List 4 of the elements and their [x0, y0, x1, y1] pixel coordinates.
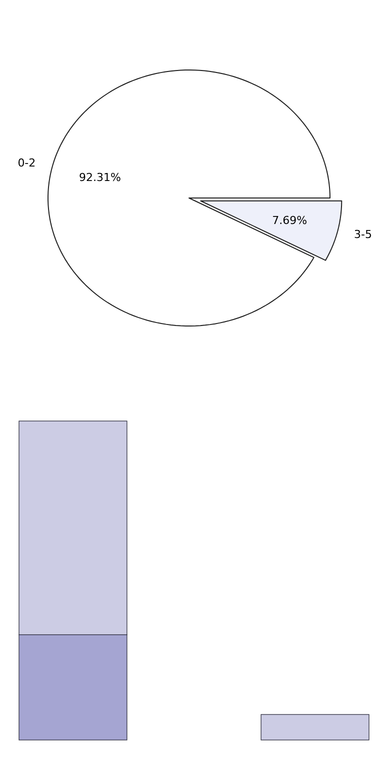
slice-label: 0-2 — [18, 156, 36, 170]
data-label: 92.31% — [79, 171, 121, 184]
slice-label: 3-5 — [354, 228, 372, 242]
data-label: 7.69% — [272, 214, 308, 227]
